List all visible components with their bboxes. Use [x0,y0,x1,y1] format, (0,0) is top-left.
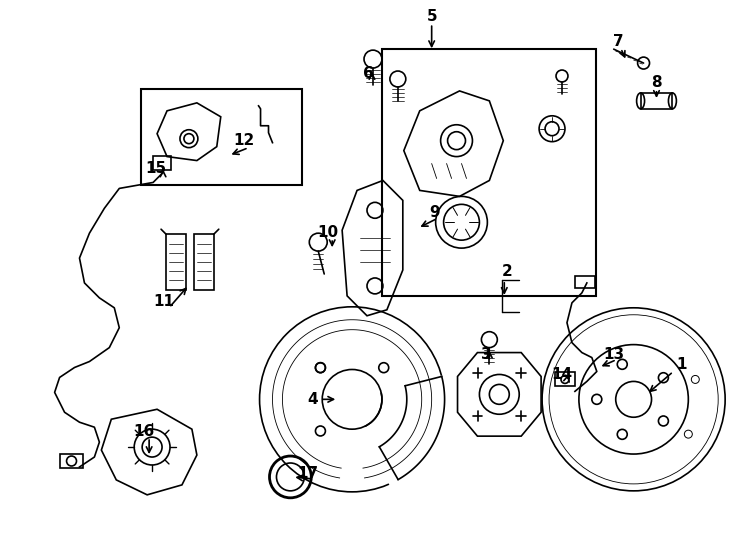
Text: 12: 12 [233,133,254,148]
Text: 7: 7 [614,33,624,49]
Text: 17: 17 [298,467,319,482]
Bar [153,156,171,170]
Text: 6: 6 [363,65,374,80]
Text: 16: 16 [134,424,155,438]
Text: 13: 13 [603,347,625,362]
Bar [555,373,575,387]
Text: 14: 14 [551,367,573,382]
Bar [641,93,672,109]
Bar [575,276,595,288]
Bar [141,89,302,185]
Bar [59,454,84,468]
Bar [382,49,596,296]
Text: 5: 5 [426,9,437,24]
Text: 10: 10 [318,225,339,240]
Text: 15: 15 [145,161,167,176]
Text: 8: 8 [651,76,662,91]
Text: 11: 11 [153,294,175,309]
Text: 2: 2 [502,265,512,280]
Text: 4: 4 [307,392,318,407]
Text: 9: 9 [429,205,440,220]
Text: 1: 1 [676,357,686,372]
Text: 3: 3 [481,347,492,362]
